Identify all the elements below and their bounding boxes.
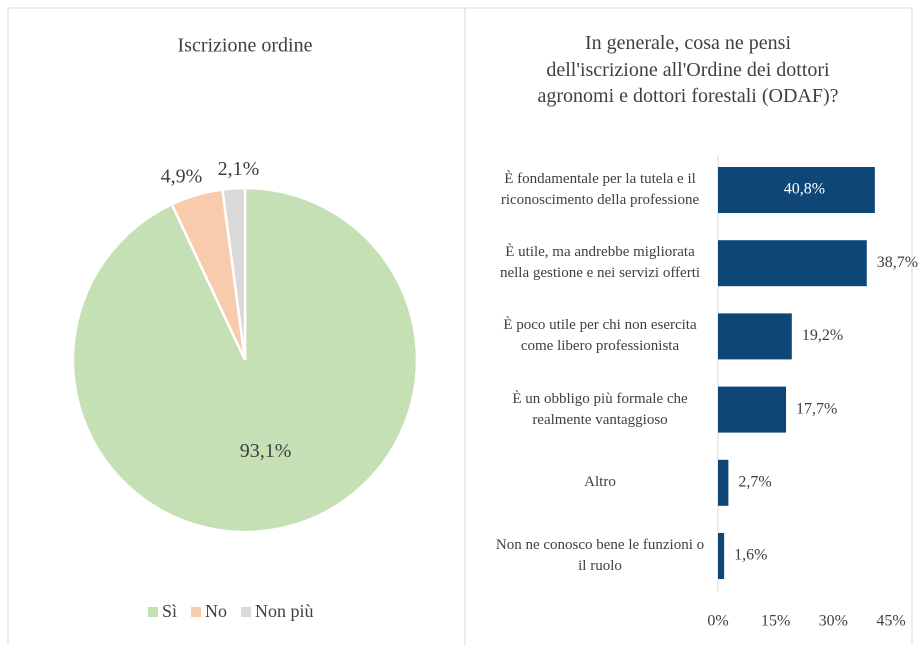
category-box: È fondamentale per la tutela e il ricono… [500,171,700,208]
x-tick-label: 15% [761,613,790,630]
category-box: È un obbligo più formale che realmente v… [512,390,688,428]
legend-label: Non più [255,601,314,621]
category-box: Altro [584,474,616,491]
pie-title: Iscrizione ordine [178,35,313,57]
value-label: 2,7% [738,473,771,490]
bar [718,167,875,213]
value-label: 38,7% [877,254,918,271]
legend-swatch [148,607,158,617]
bar-title: In generale, cosa ne pensi dell'iscrizio… [537,32,839,107]
value-label: 19,2% [802,327,843,344]
category-label: Non ne conosco bene le funzioni o il ruo… [495,537,705,574]
bar [718,459,729,506]
x-tick-label: 45% [876,613,905,630]
category-box: È utile, ma andrebbe migliorata nella ge… [499,244,701,282]
value-label: 93,1% [240,440,292,462]
legend-label: Sì [162,601,177,621]
value-label: 17,7% [796,400,837,417]
value-label: 40,8% [784,181,825,198]
pie-slice [220,186,247,361]
category-label: È fondamentale per la tutela e il ricono… [500,171,700,208]
bar-title-box: In generale, cosa ne pensi dell'iscrizio… [537,32,839,107]
legend-swatch [241,607,252,617]
category-box: Non ne conosco bene le funzioni o il ruo… [495,537,705,574]
x-tick-label: 0% [707,613,728,630]
x-tick-label: 30% [819,613,848,630]
bar [718,240,867,287]
bar [718,313,792,360]
pie-slice [71,186,419,534]
category-label: È utile, ma andrebbe migliorata nella ge… [499,244,701,282]
bar [718,533,725,579]
value-label: 4,9% [161,165,203,187]
category-label: È un obbligo più formale che realmente v… [512,390,688,428]
bar [718,386,787,433]
legend-label: No [205,601,227,621]
category-label: È poco utile per chi non esercita come l… [503,317,697,355]
category-label: Altro [584,474,616,491]
bar-panel [464,7,913,645]
category-box: È poco utile per chi non esercita come l… [503,317,697,355]
value-label: 2,1% [218,158,260,180]
value-label: 1,6% [734,547,767,564]
legend-swatch [191,607,202,617]
